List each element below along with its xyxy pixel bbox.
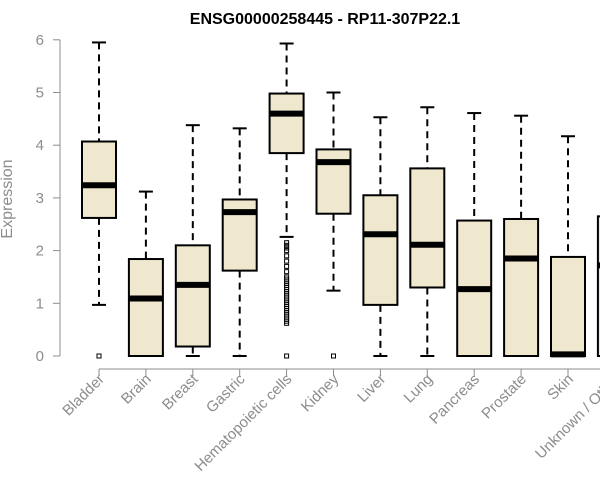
iqr-box — [362, 194, 399, 306]
y-tick-label: 3 — [36, 190, 44, 207]
iqr-box — [596, 215, 600, 357]
box-hematopoietic-cells — [268, 42, 305, 359]
box-prostate — [503, 114, 540, 357]
box-pancreas — [456, 112, 493, 357]
iqr-box — [127, 258, 164, 358]
box-lung — [409, 106, 446, 357]
outlier-point — [284, 269, 290, 275]
x-tick-label: Gastric — [203, 370, 249, 416]
box-liver — [362, 116, 399, 357]
outlier-point — [284, 263, 290, 269]
outlier-point — [284, 258, 290, 264]
y-axis: 0 1 2 3 4 5 6 — [36, 32, 61, 365]
iqr-box — [503, 217, 540, 357]
outlier-point — [96, 353, 102, 359]
outlier-point — [284, 248, 290, 254]
y-axis-label: Expression — [0, 159, 16, 238]
x-tick-label: Lung — [401, 371, 437, 407]
outlier-point — [331, 353, 336, 359]
iqr-box — [550, 255, 586, 358]
outlier-point — [284, 245, 290, 251]
iqr-box — [174, 244, 211, 348]
x-tick-label: Skin — [544, 371, 577, 404]
iqr-box — [315, 148, 352, 215]
y-tick-label: 5 — [36, 85, 44, 102]
box-skin — [550, 135, 586, 358]
x-tick-label: Pancreas — [426, 371, 483, 428]
box-brain — [127, 190, 164, 358]
iqr-box — [268, 92, 305, 155]
y-tick-label: 6 — [36, 32, 44, 49]
box-unknown-other — [596, 215, 600, 357]
outlier-point — [284, 253, 290, 259]
y-tick-label: 1 — [36, 295, 44, 312]
x-tick-label: Kidney — [298, 370, 343, 415]
box-gastric — [221, 127, 258, 357]
chart-title: ENSG00000258445 - RP11-307P22.1 — [190, 11, 461, 28]
outlier-point — [284, 274, 290, 280]
y-tick-label: 2 — [36, 243, 44, 260]
outlier-point — [284, 240, 290, 246]
outlier-point — [284, 353, 290, 359]
iqr-box — [81, 140, 117, 219]
box-kidney — [315, 91, 352, 359]
x-tick-label: Liver — [354, 371, 389, 406]
y-tick-label: 4 — [36, 137, 44, 154]
box-breast — [174, 124, 211, 357]
x-tick-label: Brain — [118, 371, 155, 408]
y-tick-label: 0 — [36, 348, 44, 365]
box-bladder — [81, 41, 117, 359]
plot-area — [81, 41, 600, 359]
x-tick-label: Prostate — [478, 371, 530, 423]
x-tick-label: Bladder — [59, 371, 108, 420]
outlier-point — [284, 242, 290, 248]
x-tick-label: Breast — [159, 370, 202, 413]
iqr-box — [409, 167, 446, 289]
